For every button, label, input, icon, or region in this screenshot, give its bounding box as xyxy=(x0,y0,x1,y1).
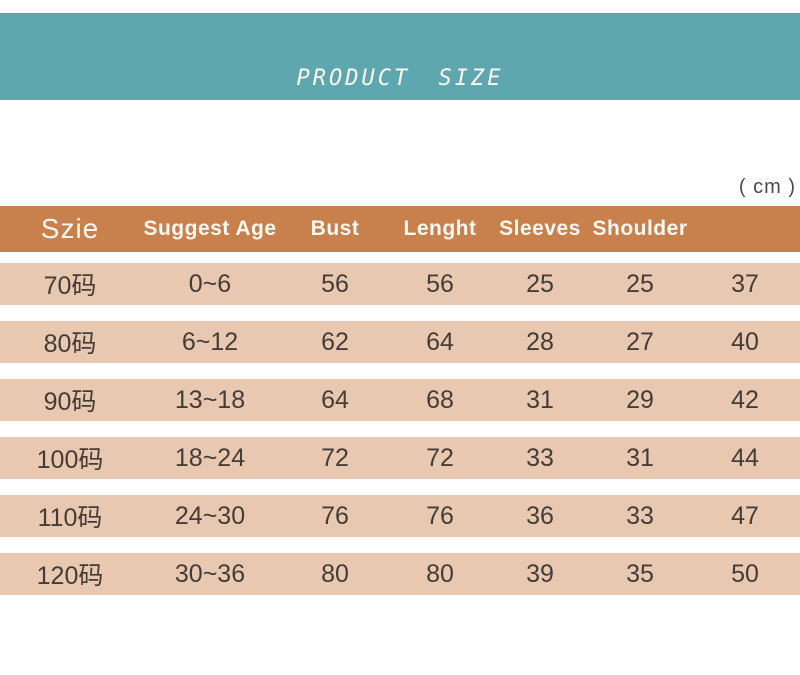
table-cell: 29 xyxy=(626,385,654,414)
table-cell: 37 xyxy=(731,269,759,298)
table-cell: 25 xyxy=(626,269,654,298)
table-cell: 33 xyxy=(526,443,554,472)
table-cell: 56 xyxy=(321,269,349,298)
table-cell: 36 xyxy=(526,501,554,530)
table-cell: 31 xyxy=(526,385,554,414)
table-cell: 35 xyxy=(626,559,654,588)
table-cell: 50 xyxy=(731,559,759,588)
table-cell: 90码 xyxy=(43,388,97,416)
column-header-length: Lenght xyxy=(403,217,477,240)
table-cell: 110码 xyxy=(37,504,103,532)
table-cell: 62 xyxy=(321,327,349,356)
size-table: Szie Suggest Age Bust Lenght Sleeves Sho… xyxy=(0,206,800,595)
table-header-row: Szie Suggest Age Bust Lenght Sleeves Sho… xyxy=(0,206,800,252)
table-row: 110码 24~30 76 76 36 33 47 xyxy=(0,495,800,537)
table-cell: 44 xyxy=(731,443,759,472)
table-cell: 72 xyxy=(321,443,349,472)
table-cell: 0~6 xyxy=(188,269,232,298)
table-cell: 76 xyxy=(426,501,454,530)
table-cell: 31 xyxy=(626,443,654,472)
table-cell: 13~18 xyxy=(174,385,246,414)
table-row: 120码 30~36 80 80 39 35 50 xyxy=(0,553,800,595)
table-cell: 24~30 xyxy=(174,501,246,530)
column-header-size: Szie xyxy=(40,213,100,244)
table-cell: 42 xyxy=(731,385,759,414)
column-header-bust: Bust xyxy=(310,217,360,240)
table-cell: 33 xyxy=(626,501,654,530)
table-cell: 64 xyxy=(426,327,454,356)
table-cell: 70码 xyxy=(43,272,97,300)
column-header-age: Suggest Age xyxy=(143,217,277,240)
table-cell: 40 xyxy=(731,327,759,356)
table-row: 70码 0~6 56 56 25 25 37 xyxy=(0,263,800,305)
table-cell: 72 xyxy=(426,443,454,472)
table-cell: 39 xyxy=(526,559,554,588)
table-cell: 80 xyxy=(321,559,349,588)
table-cell: 56 xyxy=(426,269,454,298)
table-cell: 80 xyxy=(426,559,454,588)
table-cell: 18~24 xyxy=(174,443,246,472)
table-cell: 100码 xyxy=(36,446,104,474)
column-header-shoulder: Shoulder xyxy=(592,217,688,240)
page-title: PRODUCT SIZE xyxy=(296,66,504,91)
table-cell: 64 xyxy=(321,385,349,414)
table-body: 70码 0~6 56 56 25 25 37 80码 6~12 62 64 28… xyxy=(0,263,800,595)
table-cell: 30~36 xyxy=(174,559,246,588)
table-cell: 80码 xyxy=(43,330,97,358)
unit-label: ( cm ) xyxy=(738,176,796,198)
table-cell: 68 xyxy=(426,385,454,414)
table-cell: 47 xyxy=(731,501,759,530)
table-cell: 25 xyxy=(526,269,554,298)
table-cell: 76 xyxy=(321,501,349,530)
table-cell: 28 xyxy=(526,327,554,356)
table-cell: 120码 xyxy=(36,562,104,590)
table-cell: 27 xyxy=(626,327,654,356)
table-row: 80码 6~12 62 64 28 27 40 xyxy=(0,321,800,363)
table-row: 100码 18~24 72 72 33 31 44 xyxy=(0,437,800,479)
column-header-sleeves: Sleeves xyxy=(499,217,581,240)
table-row: 90码 13~18 64 68 31 29 42 xyxy=(0,379,800,421)
product-size-banner: PRODUCT SIZE xyxy=(0,13,800,100)
table-cell: 6~12 xyxy=(181,327,239,356)
